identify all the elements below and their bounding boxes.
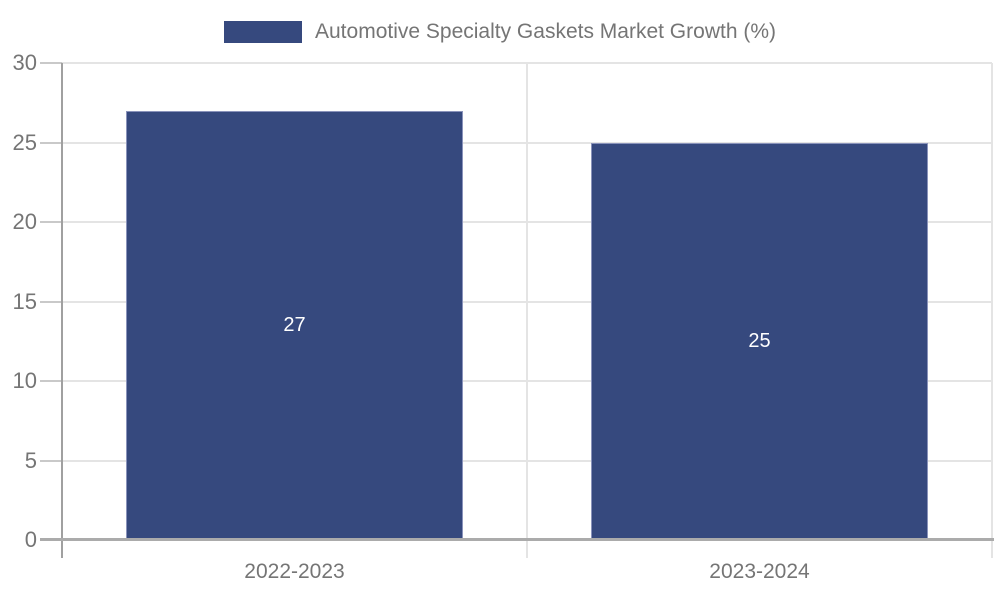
y-axis-tick-label-20: 20: [12, 209, 37, 234]
x-axis-tick-label-2022-2023: 2022-2023: [244, 560, 345, 583]
y-axis-tick-30: [40, 62, 62, 64]
gridline-x-2: [991, 63, 993, 558]
y-axis-tick-label-10: 10: [12, 368, 37, 393]
y-axis-tick-label-15: 15: [12, 288, 37, 314]
chart-legend: Automotive Specialty Gaskets Market Grow…: [0, 14, 1000, 50]
x-axis-tick-label-2023-2024: 2023-2024: [709, 560, 810, 583]
legend-swatch: [224, 21, 302, 43]
bar-value-label: 25: [748, 330, 771, 353]
y-axis-tick-15: [40, 300, 62, 303]
x-axis-line: [40, 538, 994, 541]
bar-2023-2024: [591, 142, 928, 540]
y-axis-tick-20: [40, 221, 62, 223]
y-axis-tick-label-25: 25: [12, 129, 37, 155]
y-axis-tick-25: [40, 141, 62, 144]
bar-value-label: 27: [283, 314, 306, 337]
y-axis-tick-10: [40, 380, 62, 382]
y-axis-tick-label-5: 5: [24, 447, 37, 473]
y-axis-tick-label-0: 0: [24, 527, 37, 552]
gridline-x-1: [526, 63, 528, 558]
y-axis-line: [61, 63, 63, 558]
y-axis-tick-5: [40, 459, 62, 462]
y-axis-tick-label-30: 30: [12, 50, 37, 75]
legend-label: Automotive Specialty Gaskets Market Grow…: [315, 20, 776, 43]
bar-2022-2023: [126, 110, 463, 540]
